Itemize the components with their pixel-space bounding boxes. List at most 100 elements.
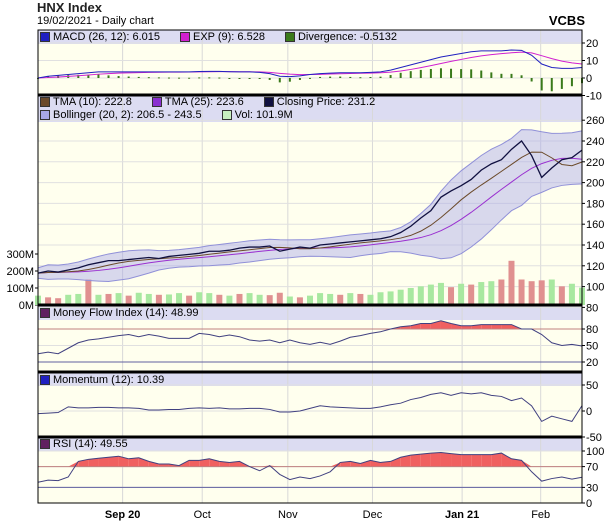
volume-tick-label: 100M <box>6 283 34 295</box>
volume-bar <box>176 293 183 305</box>
divergence-bar <box>409 71 412 78</box>
rsi-overbought-fill <box>390 457 401 467</box>
mfi-line <box>37 320 583 355</box>
legend-swatch <box>40 375 50 385</box>
rsi-overbought-fill <box>481 454 492 467</box>
divergence-bar <box>319 76 322 78</box>
rsi-overbought-fill <box>501 453 512 467</box>
divergence-bar <box>339 76 342 78</box>
divergence-bar <box>258 78 261 79</box>
divergence-bar <box>228 78 231 79</box>
volume-bar <box>226 295 233 305</box>
legend-swatch <box>180 32 190 42</box>
legend-label: RSI (14): 49.55 <box>53 438 128 450</box>
mfi-overbought-fill <box>420 323 431 329</box>
volume-bar <box>256 294 263 305</box>
divergence-bar <box>117 76 120 78</box>
mfi-overbought-fill <box>501 324 512 329</box>
rsi-overbought-fill <box>148 461 159 467</box>
divergence-bar <box>137 76 140 78</box>
volume-bar <box>417 286 424 305</box>
x-tick-label: Sep 20 <box>105 509 140 521</box>
mfi-overbought-fill <box>491 324 502 329</box>
volume-bar <box>397 289 404 305</box>
mfi-legend: Money Flow Index (14): 48.99 <box>40 307 217 319</box>
volume-bar <box>115 293 122 305</box>
volume-bar <box>246 293 253 305</box>
volume-bar <box>327 293 334 305</box>
divergence-bar <box>309 77 311 79</box>
divergence-bar <box>450 68 453 78</box>
divergence-bar <box>369 77 372 79</box>
rsi-overbought-fill <box>370 460 381 467</box>
divergence-bar <box>288 78 291 82</box>
volume-bar <box>528 281 535 305</box>
volume-bar <box>357 293 364 305</box>
rsi-overbought-fill <box>98 457 109 467</box>
macd-legend: MACD (26, 12): 6.015 EXP (9): 6.528 Diverg… <box>40 31 417 43</box>
volume-bar <box>55 298 62 305</box>
mfi-tick-label: 20 <box>586 357 598 369</box>
volume-bar <box>266 295 273 305</box>
legend-swatch <box>151 97 162 107</box>
volume-bar <box>538 280 545 305</box>
volume-bar <box>105 293 112 305</box>
macd-tick-label: 10 <box>586 56 598 68</box>
volume-bar <box>125 295 132 305</box>
divergence-bar <box>389 75 392 78</box>
mfi-tick-label: 80 <box>586 324 598 336</box>
divergence-bar <box>349 76 352 78</box>
volume-bar <box>85 279 92 305</box>
volume-bar <box>95 294 102 305</box>
legend-label: MACD (26, 12): 6.015 <box>53 31 160 43</box>
legend-label: Divergence: -0.5132 <box>297 31 398 43</box>
x-tick-label: Dec <box>363 509 383 521</box>
momentum-legend: Momentum (12): 10.39 <box>40 374 182 386</box>
price-tick-label: 240 <box>586 136 604 148</box>
divergence-bar <box>460 69 463 78</box>
divergence-bar <box>560 78 563 89</box>
divergence-bar <box>399 72 402 78</box>
rsi-overbought-fill <box>340 461 351 467</box>
rsi-legend: RSI (14): 49.55 <box>40 438 146 450</box>
divergence-bar <box>87 74 90 78</box>
divergence-bar <box>419 69 422 78</box>
divergence-bar <box>329 76 332 78</box>
legend-swatch <box>284 32 295 42</box>
divergence-bar <box>188 77 191 79</box>
price-tick-label: 260 <box>586 115 604 127</box>
legend-label: EXP (9): 6.528 <box>193 31 265 43</box>
price-tick-label: 160 <box>586 219 604 231</box>
x-tick-label: Oct <box>194 509 211 521</box>
chart-subtitle: 19/02/2021 - Daily chart <box>37 15 154 27</box>
divergence-bar <box>470 69 473 78</box>
volume-bar <box>65 294 72 305</box>
volume-bar <box>488 281 495 305</box>
x-tick-label: Feb <box>531 509 550 521</box>
volume-bar <box>427 284 434 305</box>
rsi-overbought-fill <box>521 460 532 467</box>
volume-bar <box>216 294 223 305</box>
price-tick-label: 220 <box>586 157 604 169</box>
closing-price-line <box>37 140 583 274</box>
mfi-overbought-fill <box>461 325 472 329</box>
momentum-tick-label: 50 <box>586 380 598 392</box>
volume-bar <box>518 279 525 305</box>
divergence-bar <box>178 77 181 79</box>
divergence-bar <box>379 76 382 78</box>
volume-bar <box>498 279 505 305</box>
macd-tick-label: 20 <box>586 38 598 50</box>
momentum-tick-label: 0 <box>586 406 592 418</box>
macd-legend-band <box>38 30 582 44</box>
mfi-overbought-fill <box>410 323 421 329</box>
mfi-overbought-fill <box>481 324 492 329</box>
rsi-legend-band <box>38 437 582 451</box>
divergence-bar <box>510 73 513 78</box>
rsi-tick-label: 0 <box>586 498 592 510</box>
divergence-bar <box>238 78 241 79</box>
mom-legend-band <box>38 373 582 386</box>
divergence-bar <box>77 74 80 78</box>
legend-swatch <box>40 97 50 107</box>
divergence-bar <box>47 76 50 78</box>
